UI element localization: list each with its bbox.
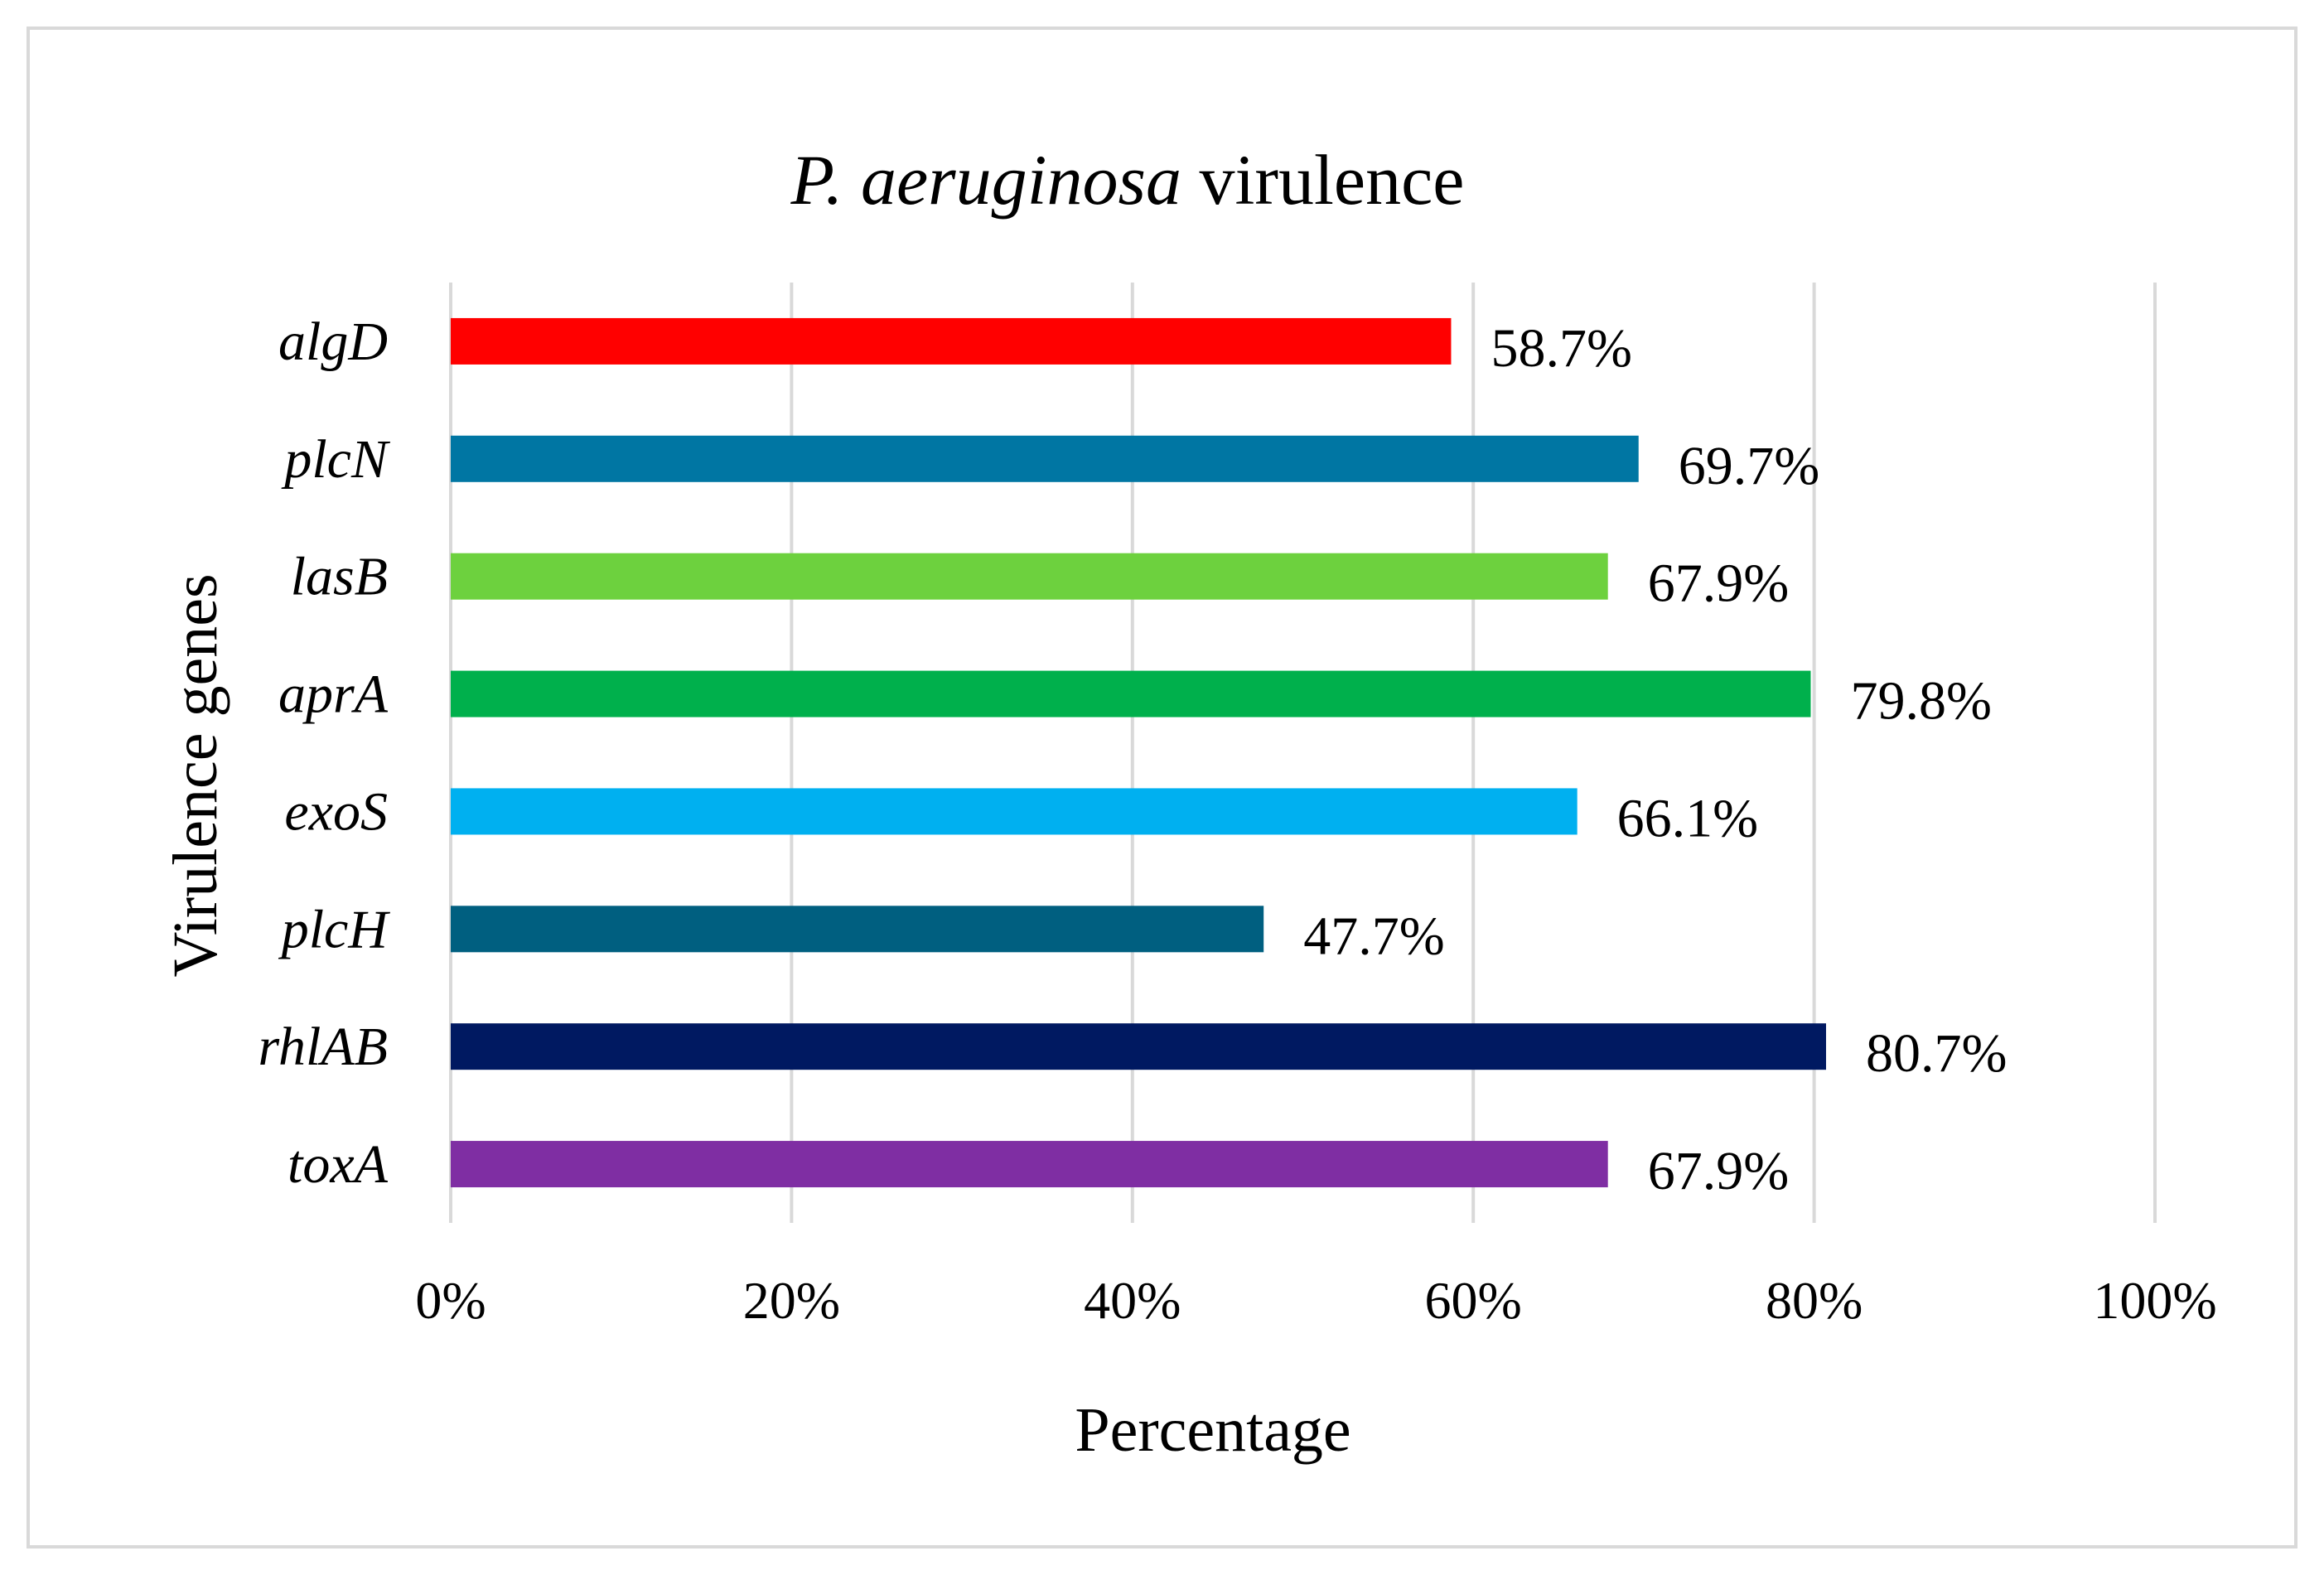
category-label: rhlAB: [258, 1017, 388, 1077]
bar-plcH: [451, 906, 1264, 953]
bar-algD: [451, 317, 1452, 365]
x-tick-label: 60%: [1425, 1271, 1522, 1330]
bar-toxA: [451, 1141, 1608, 1188]
bar-lasB: [451, 553, 1608, 600]
category-label: exoS: [284, 781, 388, 842]
x-tick-label: 40%: [1084, 1271, 1181, 1330]
data-labels: 58.7% 69.7% 67.9% 79.8% 66.1% 47.7% 80.7% 67.9%: [1303, 318, 2007, 1201]
bar-aprA: [451, 670, 1811, 717]
bar-plcN: [451, 435, 1639, 482]
chart-frame: P. aeruginosa virulence algD plcN lasB aprA…: [27, 27, 2297, 1548]
data-label: 80.7%: [1866, 1023, 2007, 1084]
category-label: lasB: [291, 547, 388, 607]
x-axis-title: Percentage: [1075, 1395, 1350, 1465]
bar-exoS: [451, 788, 1578, 835]
data-label: 79.8%: [1850, 671, 1991, 732]
chart-title: P. aeruginosa virulence: [790, 140, 1465, 220]
category-label: aprA: [278, 664, 389, 725]
bar-chart: P. aeruginosa virulence algD plcN lasB aprA…: [161, 140, 2217, 1465]
x-tick-label: 80%: [1766, 1271, 1863, 1330]
x-tick-label: 100%: [2093, 1271, 2216, 1330]
category-label: toxA: [287, 1134, 389, 1195]
category-labels: algD plcN lasB aprA exoS plcH rhlAB toxA: [258, 312, 391, 1195]
bar-rhlAB: [451, 1023, 1826, 1070]
data-label: 67.9%: [1648, 553, 1789, 614]
category-label: plcH: [278, 899, 391, 959]
category-label: plcN: [281, 429, 391, 490]
data-label: 58.7%: [1491, 318, 1631, 379]
data-label: 66.1%: [1617, 788, 1758, 848]
category-label: algD: [278, 312, 388, 372]
x-tick-label: 20%: [743, 1271, 840, 1330]
data-label: 47.7%: [1303, 906, 1444, 966]
x-tick-labels: 0% 20% 40% 60% 80% 100%: [415, 1271, 2216, 1330]
bars: [451, 317, 1826, 1188]
data-label: 69.7%: [1679, 436, 1819, 496]
y-axis-title: Virulence genes: [161, 573, 230, 977]
x-tick-label: 0%: [415, 1271, 486, 1330]
data-label: 67.9%: [1648, 1141, 1789, 1201]
